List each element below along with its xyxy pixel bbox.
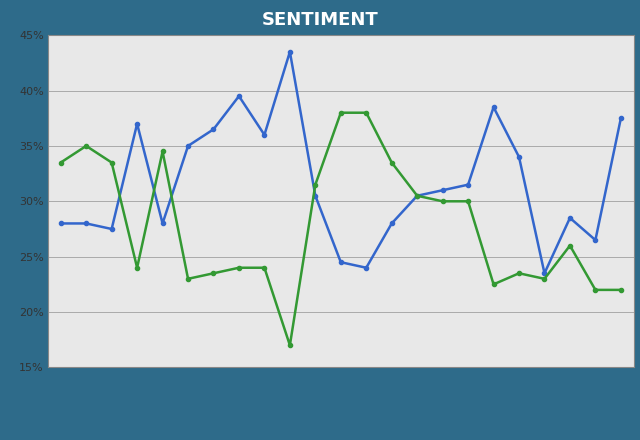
Decliners	[464, 182, 472, 187]
Advancers	[108, 160, 115, 165]
Decliners	[566, 215, 574, 220]
Decliners	[108, 226, 115, 231]
Decliners	[260, 132, 268, 137]
Advancers	[362, 110, 370, 115]
Advancers	[490, 282, 497, 287]
Decliners	[286, 49, 294, 55]
Decliners	[515, 154, 523, 160]
Advancers	[57, 160, 65, 165]
Decliners	[413, 193, 421, 198]
Advancers	[83, 143, 90, 149]
Advancers	[260, 265, 268, 270]
Decliners	[541, 271, 548, 276]
Decliners	[83, 221, 90, 226]
Advancers	[515, 271, 523, 276]
Advancers	[617, 287, 625, 293]
Advancers	[591, 287, 599, 293]
Advancers	[566, 243, 574, 248]
Line: Advancers: Advancers	[59, 110, 623, 347]
Advancers	[312, 182, 319, 187]
Text: SENTIMENT: SENTIMENT	[262, 11, 378, 29]
Decliners	[617, 116, 625, 121]
Decliners	[133, 121, 141, 126]
Advancers	[133, 265, 141, 270]
Decliners	[159, 221, 166, 226]
Decliners	[490, 105, 497, 110]
Advancers	[235, 265, 243, 270]
Advancers	[159, 149, 166, 154]
Line: Decliners: Decliners	[59, 50, 623, 275]
Advancers	[210, 271, 218, 276]
Decliners	[439, 187, 447, 193]
Advancers	[388, 160, 396, 165]
Advancers	[464, 198, 472, 204]
Advancers	[439, 198, 447, 204]
Decliners	[591, 238, 599, 243]
Decliners	[388, 221, 396, 226]
Decliners	[312, 193, 319, 198]
Decliners	[235, 93, 243, 99]
Decliners	[362, 265, 370, 270]
Decliners	[210, 127, 218, 132]
Advancers	[337, 110, 345, 115]
Advancers	[184, 276, 192, 282]
Decliners	[184, 143, 192, 149]
Advancers	[413, 193, 421, 198]
Advancers	[286, 343, 294, 348]
Decliners	[337, 260, 345, 265]
Decliners	[57, 221, 65, 226]
Advancers	[541, 276, 548, 282]
